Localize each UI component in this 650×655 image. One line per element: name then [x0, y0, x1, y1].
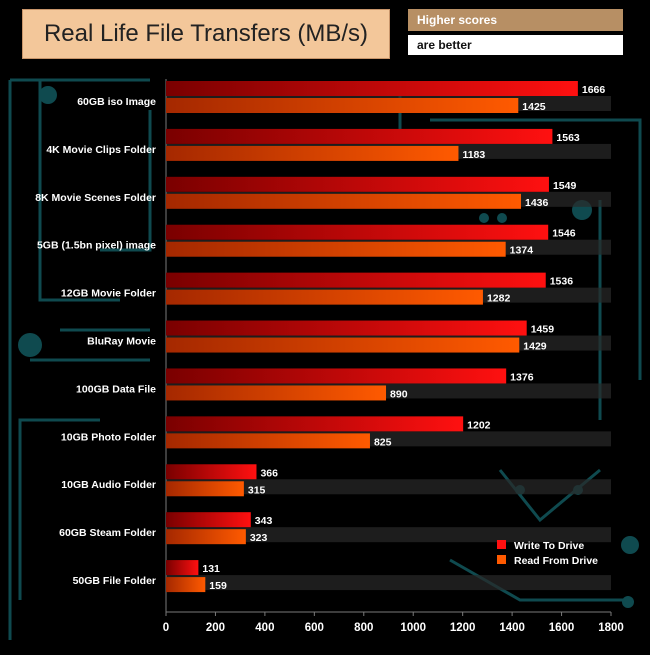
data-label-write: 1376 [510, 371, 534, 383]
x-tick-label: 1400 [499, 622, 525, 634]
row-band [166, 575, 611, 591]
data-label-read: 1425 [522, 101, 546, 113]
category-label: 4K Movie Clips Folder [46, 144, 156, 156]
x-tick-label: 1600 [549, 622, 575, 634]
bar-write [166, 368, 507, 384]
note-higher-scores: Higher scores [408, 9, 623, 31]
data-label-write: 1459 [531, 324, 555, 336]
data-label-read: 1183 [462, 149, 485, 161]
bar-read [166, 481, 244, 497]
data-label-write: 1536 [550, 276, 574, 288]
x-tick-label: 1000 [400, 622, 426, 634]
data-label-write: 1666 [582, 84, 606, 96]
bar-write [166, 176, 549, 192]
data-label-read: 1374 [510, 245, 534, 257]
data-label-read: 825 [374, 436, 392, 448]
x-tick-label: 200 [206, 622, 225, 634]
bar-read [166, 193, 522, 209]
note-are-better: are better [408, 35, 623, 55]
x-tick-label: 800 [354, 622, 373, 634]
data-label-write: 1202 [467, 419, 491, 431]
data-label-read: 1436 [525, 197, 549, 209]
category-label: 100GB Data File [76, 383, 156, 395]
legend-swatch-write [497, 540, 506, 549]
row-band [166, 479, 611, 495]
data-label-write: 131 [202, 563, 220, 575]
bar-read [166, 577, 206, 593]
x-tick-label: 400 [255, 622, 274, 634]
legend-swatch-read [497, 555, 506, 564]
data-label-write: 1563 [556, 132, 580, 144]
bar-write [166, 320, 527, 336]
bar-write [166, 224, 549, 240]
bar-read [166, 433, 370, 449]
bar-read [166, 98, 519, 113]
bar-write [166, 464, 257, 480]
data-label-write: 1546 [552, 228, 576, 240]
category-label: 12GB Movie Folder [61, 288, 156, 300]
bar-read [166, 529, 246, 545]
bar-read [166, 241, 506, 257]
x-tick-label: 1200 [450, 622, 476, 634]
row-band [166, 527, 611, 543]
data-label-read: 159 [209, 580, 227, 592]
category-label: 60GB iso Image [77, 96, 156, 108]
data-label-read: 890 [390, 388, 408, 400]
category-label: 10GB Photo Folder [61, 431, 156, 443]
category-label: 5GB (1.5bn pixel) image [37, 240, 156, 252]
data-label-read: 315 [248, 484, 266, 496]
data-label-read: 1429 [523, 341, 547, 353]
bar-read [166, 289, 483, 305]
category-label: 50GB File Folder [73, 575, 156, 587]
x-tick-label: 600 [305, 622, 324, 634]
bar-write [166, 560, 199, 576]
data-label-read: 323 [250, 532, 268, 544]
bar-write [166, 416, 464, 432]
bar-read [166, 337, 520, 353]
bar-write [166, 512, 251, 528]
legend-label-read: Read From Drive [514, 555, 598, 567]
data-label-write: 343 [255, 515, 273, 527]
data-label-write: 1549 [553, 180, 577, 192]
category-label: BluRay Movie [87, 336, 156, 348]
data-label-write: 366 [260, 467, 278, 479]
chart-title: Real Life File Transfers (MB/s) [22, 9, 390, 59]
bar-write [166, 81, 578, 96]
category-label: 8K Movie Scenes Folder [35, 192, 156, 204]
bar-read [166, 385, 387, 401]
bar-write [166, 128, 553, 144]
x-tick-label: 0 [163, 622, 169, 634]
legend-label-write: Write To Drive [514, 540, 584, 552]
x-tick-label: 1800 [598, 622, 624, 634]
bar-write [166, 272, 546, 288]
category-label: 60GB Steam Folder [59, 527, 156, 539]
category-label: 10GB Audio Folder [61, 479, 156, 491]
bar-read [166, 145, 459, 161]
data-label-read: 1282 [487, 293, 511, 305]
